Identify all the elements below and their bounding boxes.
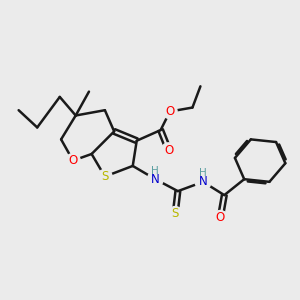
Circle shape — [195, 174, 211, 190]
Circle shape — [161, 143, 176, 157]
Circle shape — [213, 211, 227, 225]
Text: O: O — [164, 143, 173, 157]
Circle shape — [98, 169, 112, 184]
Text: O: O — [216, 211, 225, 224]
Text: H: H — [199, 168, 207, 178]
Circle shape — [163, 104, 177, 119]
Text: H: H — [152, 166, 159, 176]
Circle shape — [147, 171, 163, 187]
Text: S: S — [101, 170, 109, 183]
Text: S: S — [172, 207, 179, 220]
Text: O: O — [68, 154, 78, 167]
Text: O: O — [165, 105, 175, 118]
Circle shape — [66, 153, 80, 168]
Circle shape — [168, 206, 182, 221]
Text: N: N — [151, 173, 160, 186]
Text: N: N — [199, 175, 208, 188]
